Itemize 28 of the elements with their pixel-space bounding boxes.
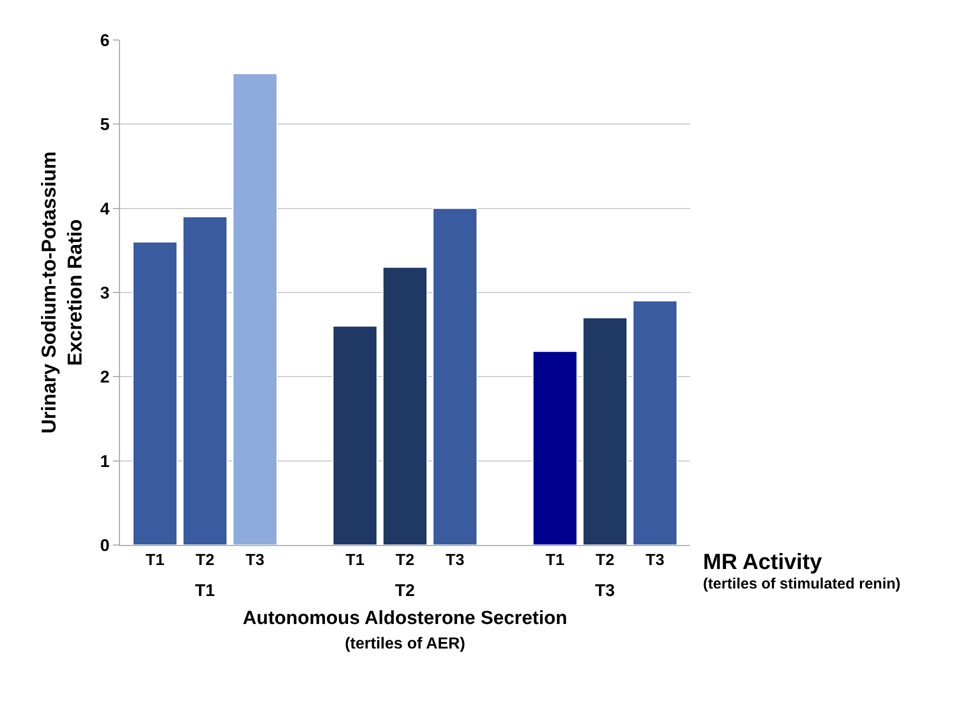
bar — [582, 317, 628, 545]
text: T3 — [646, 552, 664, 570]
text: T1 — [346, 552, 364, 570]
bar — [382, 266, 428, 545]
series-label: T2 — [196, 552, 214, 570]
bar — [632, 300, 678, 545]
bar — [532, 350, 578, 545]
x-axis-title: Autonomous Aldosterone Secretion (tertiles of AER) — [242, 608, 568, 653]
x-tick-label: T1 — [195, 581, 215, 600]
bar — [432, 208, 478, 545]
text: T2 — [596, 552, 614, 570]
y-tick-label: 4 — [100, 199, 110, 218]
y-tick-label: 3 — [100, 283, 110, 302]
x-tick-label: T2 — [395, 581, 415, 600]
y-tick-label: 6 — [100, 30, 110, 50]
y-tick-label: 5 — [100, 115, 110, 134]
text: T2 — [396, 552, 414, 570]
legend-title: MR Activity (tertiles of stimulated renin) — [703, 549, 901, 592]
y-tick-label: 0 — [100, 536, 110, 555]
x-tick-label: T3 — [595, 581, 615, 600]
y-tick-label: 2 — [100, 368, 110, 387]
y-tick-label: 1 — [100, 452, 110, 471]
series-label: T1 — [146, 552, 164, 570]
series-label: T3 — [246, 552, 264, 570]
text: T3 — [446, 552, 464, 570]
bar — [232, 73, 278, 545]
y-axis-title: Urinary Sodium-to-Potassium Excretion Ratio — [38, 151, 87, 434]
text: T1 — [546, 552, 564, 570]
